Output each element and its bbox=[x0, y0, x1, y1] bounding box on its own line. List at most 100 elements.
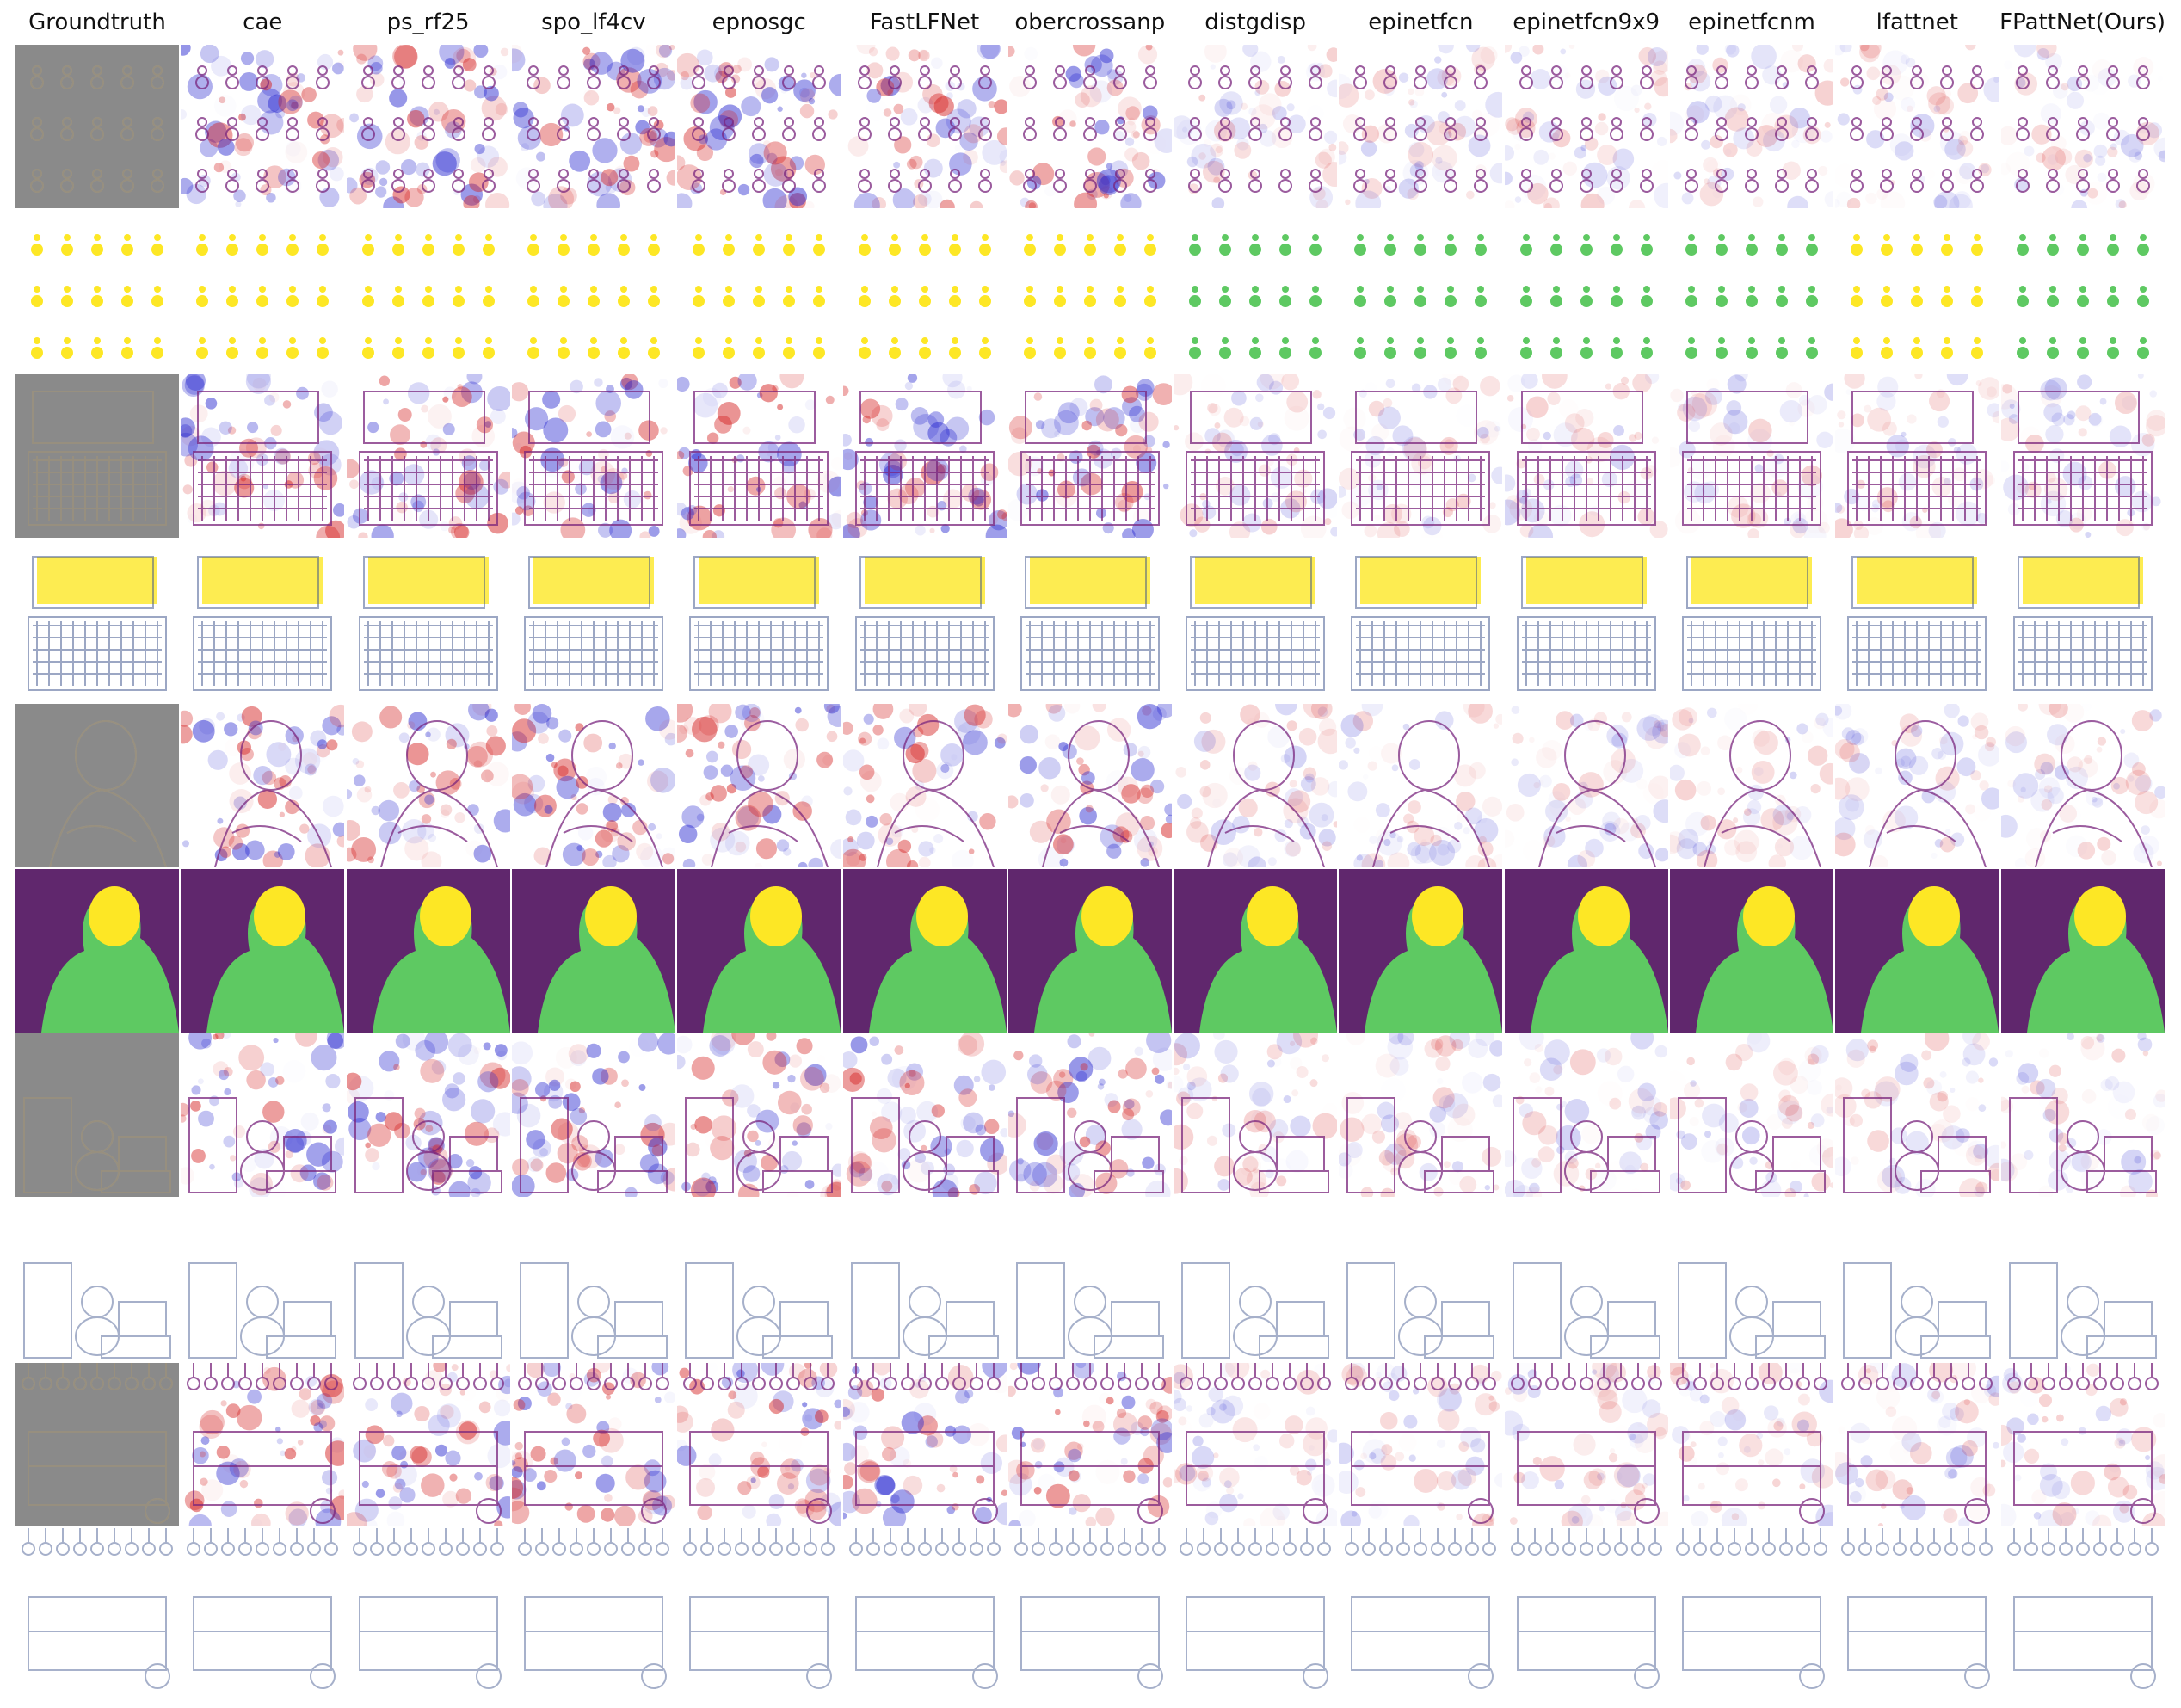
error-map-tile bbox=[511, 704, 675, 867]
error-map-tile bbox=[1835, 704, 1999, 867]
disparity-map-tile bbox=[1504, 868, 1668, 1033]
error-map-tile bbox=[1339, 1033, 1503, 1197]
column-header: epinetfcn bbox=[1368, 9, 1474, 35]
error-map-tile bbox=[1174, 374, 1338, 538]
tile-image bbox=[850, 1261, 999, 1359]
tile-image bbox=[1841, 1527, 1993, 1689]
disparity-map-tile bbox=[1339, 210, 1502, 373]
tile-image bbox=[511, 1363, 675, 1526]
disparity-map-tile bbox=[15, 1199, 179, 1362]
disparity-map-tile bbox=[1339, 540, 1502, 703]
column-header: spo_lf4cv bbox=[541, 9, 646, 35]
error-map-tile bbox=[15, 45, 179, 208]
error-map-tile bbox=[1670, 1363, 1833, 1526]
error-map-tile bbox=[346, 1363, 510, 1526]
disparity-map-tile bbox=[1835, 210, 1999, 373]
disparity-map-tile bbox=[1174, 868, 1338, 1033]
tile-image bbox=[15, 868, 179, 1033]
error-map-tile bbox=[1007, 1033, 1172, 1197]
tile-image bbox=[181, 868, 345, 1033]
error-map-tile bbox=[1670, 1033, 1833, 1197]
tile-image bbox=[1339, 704, 1503, 867]
tile-image bbox=[1339, 868, 1503, 1033]
disparity-map-tile bbox=[181, 1527, 344, 1692]
tile-image bbox=[352, 1527, 504, 1689]
tile-image bbox=[181, 374, 345, 538]
tile-image bbox=[1007, 1033, 1172, 1197]
tile-image bbox=[1013, 1527, 1166, 1689]
disparity-map-tile bbox=[1339, 868, 1503, 1033]
tile-image bbox=[1339, 1033, 1503, 1197]
tile-image bbox=[842, 868, 1007, 1033]
disparity-map-tile bbox=[2000, 868, 2165, 1033]
tile-image bbox=[1851, 233, 1984, 359]
tile-image bbox=[28, 555, 167, 691]
tile-image bbox=[1504, 704, 1668, 867]
error-map-tile bbox=[2000, 1363, 2165, 1526]
error-map-tile bbox=[842, 45, 1007, 208]
error-map-tile bbox=[346, 704, 510, 867]
tile-image bbox=[848, 1527, 1001, 1689]
tile-image bbox=[1682, 555, 1821, 691]
error-map-tile bbox=[1835, 45, 1999, 208]
tile-image bbox=[511, 704, 675, 867]
tile-image bbox=[677, 868, 841, 1033]
disparity-map-tile bbox=[512, 1199, 675, 1362]
error-map-tile bbox=[181, 704, 345, 867]
tile-image bbox=[677, 1363, 841, 1526]
tile-image bbox=[1174, 868, 1338, 1033]
error-map-tile bbox=[1504, 374, 1668, 538]
tile-image bbox=[677, 1033, 841, 1197]
error-map-tile bbox=[842, 374, 1007, 538]
tile-image bbox=[1670, 1033, 1833, 1197]
disparity-map-tile bbox=[512, 540, 675, 703]
disparity-map-tile bbox=[1174, 1199, 1337, 1362]
tile-image bbox=[2012, 555, 2153, 691]
error-map-tile bbox=[2000, 374, 2165, 538]
tile-image bbox=[358, 555, 498, 691]
disparity-map-tile bbox=[677, 868, 841, 1033]
tile-image bbox=[1670, 868, 1833, 1033]
tile-image bbox=[1835, 1363, 1999, 1526]
tile-image bbox=[677, 374, 841, 538]
tile-image bbox=[523, 555, 663, 691]
error-map-tile bbox=[2000, 1033, 2165, 1197]
column-header: FPattNet(Ours) bbox=[1999, 9, 2166, 35]
error-map-tile bbox=[842, 704, 1007, 867]
tile-image bbox=[2000, 1363, 2165, 1526]
tile-image bbox=[1007, 704, 1172, 867]
error-map-tile bbox=[842, 1033, 1007, 1197]
disparity-map-tile bbox=[1339, 1527, 1502, 1692]
error-map-tile bbox=[181, 45, 345, 208]
disparity-map-tile bbox=[347, 1527, 510, 1692]
error-map-tile bbox=[677, 1033, 841, 1197]
tile-image bbox=[196, 233, 330, 359]
tile-image bbox=[346, 45, 510, 208]
tile-image bbox=[677, 45, 841, 208]
disparity-map-tile bbox=[677, 1199, 841, 1362]
tile-image bbox=[1354, 233, 1488, 359]
tile-image bbox=[1835, 45, 1999, 208]
tile-image bbox=[689, 555, 829, 691]
tile-image bbox=[1007, 1363, 1172, 1526]
disparity-map-tile bbox=[15, 868, 179, 1033]
tile-image bbox=[1180, 1527, 1332, 1689]
error-map-tile bbox=[1670, 704, 1833, 867]
tile-image bbox=[1007, 374, 1172, 538]
disparity-map-tile bbox=[843, 210, 1007, 373]
disparity-map-tile bbox=[843, 1527, 1007, 1692]
disparity-map-tile bbox=[843, 1199, 1007, 1362]
tile-image bbox=[181, 704, 345, 867]
tile-image bbox=[346, 374, 510, 538]
error-map-tile bbox=[1504, 45, 1668, 208]
tile-image bbox=[2006, 1527, 2159, 1689]
tile-image bbox=[1676, 1527, 1827, 1689]
disparity-map-tile bbox=[1174, 1527, 1337, 1692]
tile-image bbox=[1020, 555, 1160, 691]
tile-image bbox=[1174, 1033, 1338, 1197]
error-map-tile bbox=[15, 1033, 179, 1197]
tile-image bbox=[511, 374, 675, 538]
disparity-map-tile bbox=[843, 540, 1007, 703]
tile-image bbox=[354, 1261, 502, 1359]
tile-image bbox=[1023, 233, 1156, 359]
